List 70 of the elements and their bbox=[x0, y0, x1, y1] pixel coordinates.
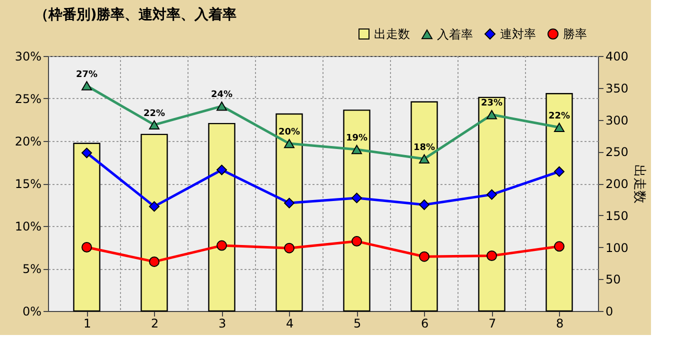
point bbox=[216, 164, 227, 176]
point bbox=[419, 200, 430, 210]
legend-label: 入着率 bbox=[437, 27, 473, 42]
x-tick-label: 3 bbox=[218, 316, 226, 330]
x-tick-label: 7 bbox=[488, 316, 496, 330]
bar bbox=[478, 96, 506, 312]
bar bbox=[410, 101, 438, 312]
point bbox=[82, 148, 92, 158]
point bbox=[149, 201, 160, 212]
x-tick-label: 6 bbox=[420, 316, 429, 330]
y2-tick-label: 150 bbox=[606, 208, 628, 223]
y-tick-label: 0% bbox=[22, 304, 42, 318]
point bbox=[82, 242, 92, 252]
bar bbox=[73, 142, 100, 312]
data-label: 20% bbox=[278, 128, 300, 138]
point bbox=[284, 242, 294, 254]
point bbox=[284, 198, 294, 208]
y2-tick-label: 0 bbox=[606, 304, 614, 318]
data-label: 19% bbox=[346, 134, 368, 144]
point bbox=[419, 154, 430, 164]
legend-label: 勝率 bbox=[563, 27, 587, 41]
data-label: 18% bbox=[413, 142, 436, 153]
point bbox=[486, 110, 497, 120]
point bbox=[149, 120, 160, 130]
y2-tick-label: 300 bbox=[606, 113, 628, 128]
x-tick-label: 4 bbox=[286, 316, 294, 330]
point bbox=[419, 251, 430, 262]
y2-tick-label: 100 bbox=[606, 240, 628, 255]
legend-label: 連対率 bbox=[500, 27, 536, 41]
y2-axis-title: 出走数 bbox=[631, 164, 646, 204]
y-tick-label: 20% bbox=[14, 134, 42, 148]
x-tick-label: 8 bbox=[556, 316, 564, 330]
point bbox=[352, 144, 362, 154]
y-tick-label: 10% bbox=[14, 220, 42, 234]
point bbox=[149, 256, 160, 267]
point bbox=[284, 138, 294, 148]
y2-tick-label: 400 bbox=[606, 50, 628, 64]
x-tick-label: 1 bbox=[83, 316, 92, 330]
data-label: 24% bbox=[210, 90, 233, 100]
y2-tick-label: 50 bbox=[606, 272, 621, 287]
point bbox=[554, 166, 564, 177]
bar bbox=[546, 93, 573, 312]
y-tick-label: 30% bbox=[14, 50, 42, 64]
bar bbox=[208, 122, 236, 312]
point bbox=[82, 81, 92, 90]
legend-label: 出走数 bbox=[374, 27, 410, 41]
point bbox=[352, 236, 362, 247]
point bbox=[216, 102, 227, 111]
data-label: 22% bbox=[548, 111, 570, 122]
point bbox=[554, 122, 564, 132]
y-tick-label: 5% bbox=[22, 262, 42, 276]
point bbox=[486, 189, 497, 200]
x-tick-label: 5 bbox=[353, 316, 362, 330]
point bbox=[216, 240, 227, 251]
y2-tick-label: 350 bbox=[606, 81, 628, 96]
data-label: 23% bbox=[480, 98, 503, 109]
x-tick-label: 2 bbox=[150, 316, 159, 330]
bar bbox=[140, 134, 168, 312]
y2-tick-label: 250 bbox=[606, 145, 628, 160]
y2-tick-label: 200 bbox=[606, 177, 628, 191]
y-tick-label: 15% bbox=[14, 177, 42, 191]
y-tick-label: 25% bbox=[14, 92, 42, 106]
point bbox=[486, 250, 497, 261]
point bbox=[554, 241, 564, 252]
bar bbox=[276, 113, 303, 312]
point bbox=[352, 192, 362, 204]
chart-title: （枠番別)勝率、連対率、入着率 bbox=[34, 6, 237, 23]
bar bbox=[343, 110, 370, 312]
data-label: 22% bbox=[143, 108, 166, 119]
data-label: 27% bbox=[76, 70, 98, 80]
